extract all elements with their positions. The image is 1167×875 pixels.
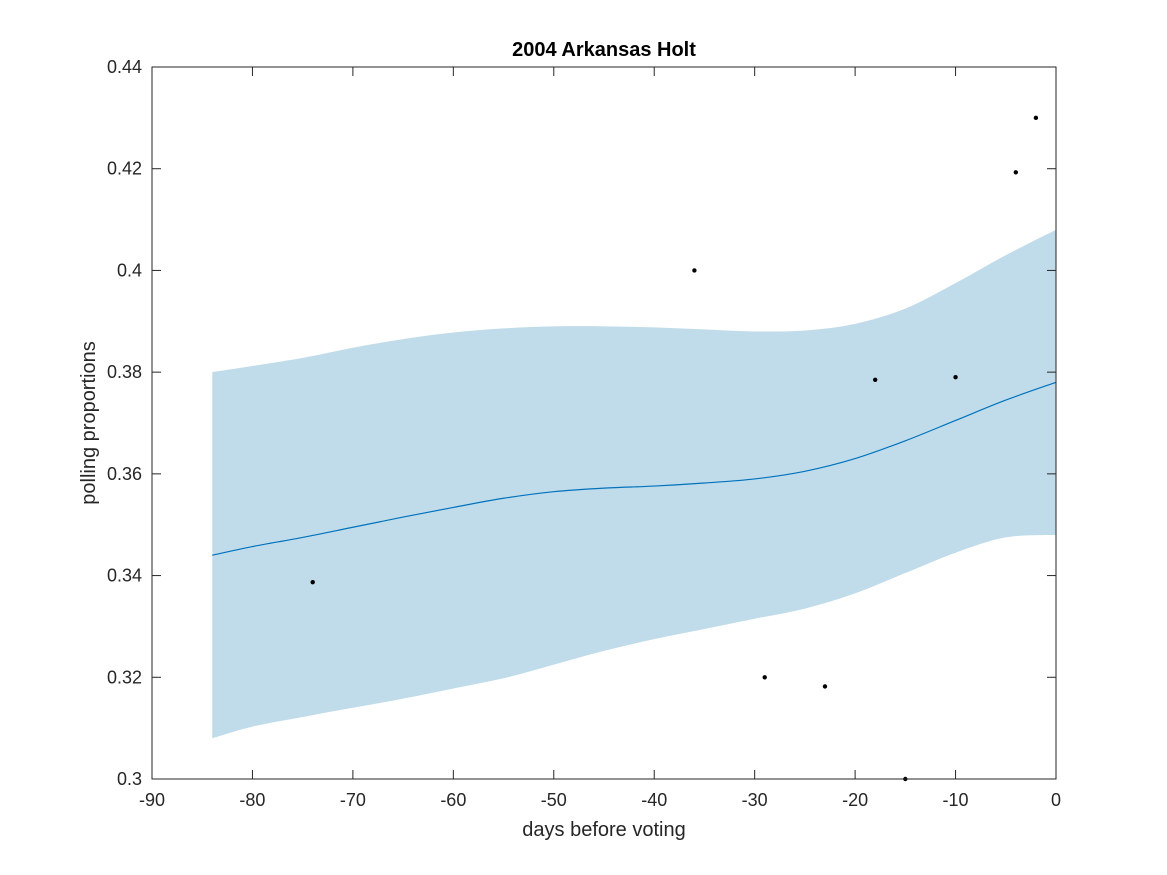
y-tick-label: 0.4 <box>117 260 142 280</box>
y-tick-label: 0.3 <box>117 769 142 789</box>
confidence-band <box>212 229 1056 739</box>
poll-point <box>953 375 958 380</box>
x-tick-label: -60 <box>440 790 466 810</box>
y-tick-label: 0.44 <box>107 57 142 77</box>
mean-trend-line <box>212 381 1057 556</box>
poll-point <box>1033 115 1039 121</box>
y-tick-label: 0.36 <box>107 464 142 484</box>
axes-box <box>151 66 1057 780</box>
axes: -90 -80 -70 -60 -50 -40 -30 -20 -10 0 0.3 0.32 0.34… <box>107 57 1061 810</box>
poll-points <box>310 115 1039 782</box>
y-ticks: 0.3 0.32 0.34 0.36 0.38 0.4 0.42 0.44 <box>107 57 1056 789</box>
poll-point <box>1013 170 1019 175</box>
x-tick-label: -80 <box>239 790 265 810</box>
poll-point <box>822 684 828 689</box>
y-tick-label: 0.32 <box>107 667 142 687</box>
y-tick-label: 0.34 <box>107 566 142 586</box>
x-tick-label: -20 <box>842 790 868 810</box>
x-tick-label: -70 <box>340 790 366 810</box>
y-tick-label: 0.38 <box>107 362 142 382</box>
plot-area <box>212 115 1057 782</box>
x-tick-label: -30 <box>742 790 768 810</box>
poll-point <box>692 268 697 273</box>
x-tick-label: -90 <box>139 790 165 810</box>
x-tick-label: -50 <box>541 790 567 810</box>
x-tick-label: 0 <box>1051 790 1061 810</box>
y-axis-label: polling proportions <box>78 341 100 504</box>
poll-point <box>310 579 315 585</box>
poll-point <box>873 377 878 382</box>
x-axis-label: days before voting <box>522 819 685 841</box>
chart-title: 2004 Arkansas Holt <box>512 39 696 61</box>
y-tick-label: 0.42 <box>107 159 142 179</box>
x-ticks: -90 -80 -70 -60 -50 -40 -30 -20 -10 0 <box>139 67 1061 810</box>
poll-point <box>762 675 767 680</box>
x-tick-label: -40 <box>641 790 667 810</box>
x-tick-label: -10 <box>943 790 969 810</box>
